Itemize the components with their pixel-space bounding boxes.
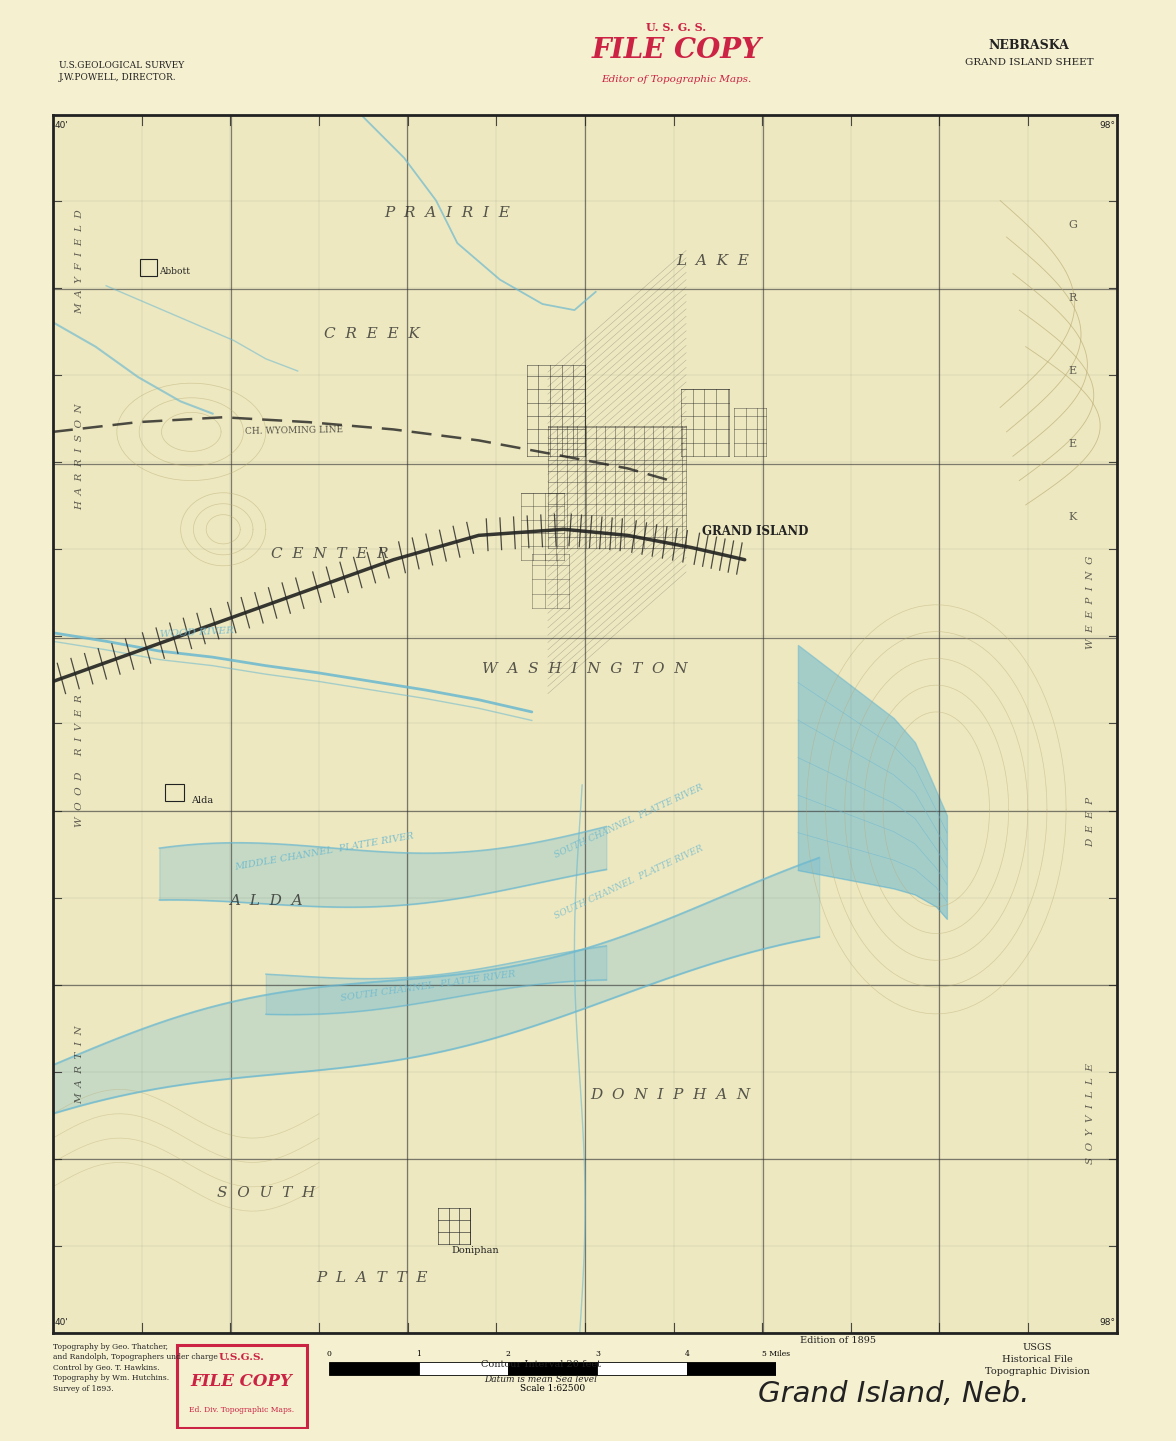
Text: MIDDLE CHANNEL  PLATTE RIVER: MIDDLE CHANNEL PLATTE RIVER [234,831,414,872]
Text: SOUTH CHANNEL  PLATTE RIVER: SOUTH CHANNEL PLATTE RIVER [340,970,516,1003]
Bar [687,1362,776,1375]
Text: Alda: Alda [192,797,213,806]
Text: A  L  D  A: A L D A [229,893,302,908]
Text: Datum is mean Sea level: Datum is mean Sea level [485,1375,597,1383]
Text: FILE COPY: FILE COPY [191,1373,293,1391]
Text: 4: 4 [684,1350,689,1359]
Text: WOOD RIVER: WOOD RIVER [159,627,234,640]
Text: L  A  K  E: L A K E [676,255,749,268]
Bar [419,1362,508,1375]
Text: P  R  A  I  R  I  E: P R A I R I E [383,206,509,219]
Text: Edition of 1895: Edition of 1895 [800,1336,876,1344]
Text: Grand Island, Neb.: Grand Island, Neb. [759,1380,1029,1408]
Text: W  O  O  D     R  I  V  E  R: W O O D R I V E R [75,695,83,827]
Text: Topography by Geo. Thatcher,
and Randolph, Topographers under charge
Control by : Topography by Geo. Thatcher, and Randolp… [53,1343,218,1392]
Text: U.S.GEOLOGICAL SURVEY
J.W.POWELL, DIRECTOR.: U.S.GEOLOGICAL SURVEY J.W.POWELL, DIRECT… [59,61,185,82]
Text: C  E  N  T  E  R: C E N T E R [270,546,388,561]
Text: K: K [1068,512,1077,522]
Text: D  E  E  P: D E E P [1087,797,1095,846]
Text: Editor of Topographic Maps.: Editor of Topographic Maps. [601,75,751,84]
Text: GRAND ISLAND: GRAND ISLAND [702,525,809,539]
Text: Scale 1:62500: Scale 1:62500 [520,1385,586,1393]
Text: E: E [1069,440,1076,450]
Text: P  L  A  T  T  E: P L A T T E [316,1271,428,1285]
Text: S  O  Y  V  I  L  L  E: S O Y V I L L E [1087,1063,1095,1164]
Text: GRAND ISLAND SHEET: GRAND ISLAND SHEET [964,58,1094,66]
Text: G: G [1068,220,1077,231]
Text: U.S.G.S.: U.S.G.S. [219,1353,265,1362]
Text: 3: 3 [595,1350,600,1359]
Text: Doniphan: Doniphan [452,1245,500,1255]
Bar [140,259,158,277]
Text: USGS
Historical File
Topographic Division: USGS Historical File Topographic Divisio… [984,1343,1090,1376]
Bar [329,1362,419,1375]
Text: E: E [1069,366,1076,376]
Text: FILE COPY: FILE COPY [592,37,761,65]
Text: M  A  R  T  I  N: M A R T I N [75,1026,83,1104]
Text: W  E  E  P  I  N  G: W E E P I N G [1087,556,1095,648]
Bar [508,1362,597,1375]
Text: W  A  S  H  I  N  G  T  O  N: W A S H I N G T O N [482,663,688,676]
Text: 40': 40' [55,1319,69,1327]
Bar [597,1362,687,1375]
Text: SOUTH CHANNEL  PLATTE RIVER: SOUTH CHANNEL PLATTE RIVER [553,844,704,921]
Text: 0: 0 [327,1350,332,1359]
Text: R: R [1068,293,1076,303]
Text: Abbott: Abbott [159,267,191,275]
Text: H  A  R  R  I  S  O  N: H A R R I S O N [75,403,83,510]
Bar [165,784,183,801]
Text: 40': 40' [55,121,69,130]
Text: Contour Interval 20 feet: Contour Interval 20 feet [481,1360,601,1369]
Text: D  O  N  I  P  H  A  N: D O N I P H A N [590,1088,750,1102]
Text: C  R  E  E  K: C R E E K [325,327,420,342]
Text: Ed. Div. Topographic Maps.: Ed. Div. Topographic Maps. [189,1406,294,1414]
Text: S  O  U  T  H: S O U T H [216,1186,315,1200]
Text: CH. WYOMING LINE: CH. WYOMING LINE [245,425,342,437]
Text: SOUTH CHANNEL  PLATTE RIVER: SOUTH CHANNEL PLATTE RIVER [553,782,704,860]
Text: 1: 1 [416,1350,421,1359]
Text: 98°: 98° [1100,121,1115,130]
Text: U. S. G. S.: U. S. G. S. [646,22,707,33]
Text: NEBRASKA: NEBRASKA [989,39,1069,52]
Text: 2: 2 [506,1350,510,1359]
Text: 98°: 98° [1100,1319,1115,1327]
Text: M  A  Y  F  I  E  L  D: M A Y F I E L D [75,209,83,314]
Text: 5 Miles: 5 Miles [762,1350,790,1359]
